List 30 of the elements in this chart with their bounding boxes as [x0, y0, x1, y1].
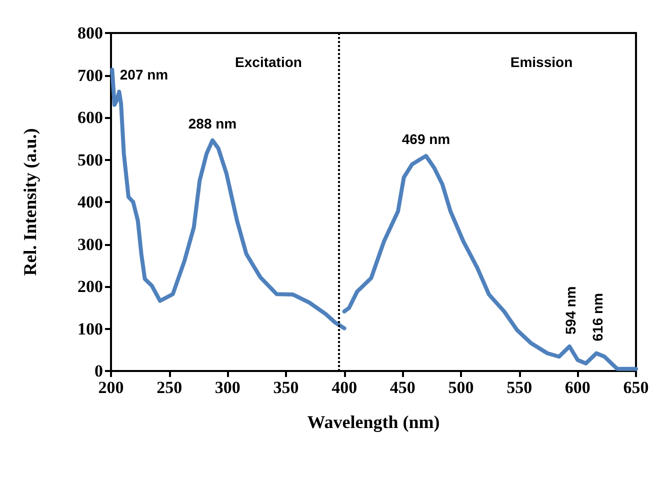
y-tick-label: 100 — [78, 319, 103, 338]
x-tick-label: 250 — [156, 378, 182, 397]
y-tick-label: 700 — [78, 66, 103, 85]
annotation: 594 nm — [562, 286, 578, 334]
y-tick-label: 500 — [78, 150, 103, 170]
x-tick-label: 450 — [390, 378, 416, 397]
x-tick-label: 500 — [448, 378, 474, 397]
x-tick-label: 400 — [332, 378, 358, 397]
x-tick-label: 200 — [98, 378, 124, 397]
y-tick-label: 400 — [78, 192, 103, 212]
y-axis-title: Rel. Intensity (a.u.) — [20, 128, 40, 276]
annotation: Emission — [510, 54, 573, 70]
annotation: 469 nm — [402, 130, 450, 147]
y-tick-label: 800 — [78, 24, 103, 42]
y-tick-label: 300 — [78, 234, 103, 254]
y-tick-label: 0 — [94, 362, 103, 380]
x-tick-label: 650 — [623, 378, 649, 397]
x-tick-label: 350 — [273, 378, 299, 397]
annotation: 207 nm — [120, 66, 168, 83]
line-series — [110, 68, 346, 330]
x-axis-title: Wavelength (nm) — [307, 412, 440, 432]
line-series — [342, 154, 638, 371]
annotation: Excitation — [235, 54, 302, 70]
y-tick-label: 200 — [78, 277, 103, 296]
annotation: 288 nm — [188, 115, 237, 132]
x-tick-label: 550 — [506, 378, 532, 397]
y-tick-label: 600 — [78, 108, 103, 127]
x-tick-label: 600 — [564, 378, 590, 397]
annotation: 616 nm — [589, 293, 606, 342]
x-tick-label: 300 — [214, 378, 240, 397]
